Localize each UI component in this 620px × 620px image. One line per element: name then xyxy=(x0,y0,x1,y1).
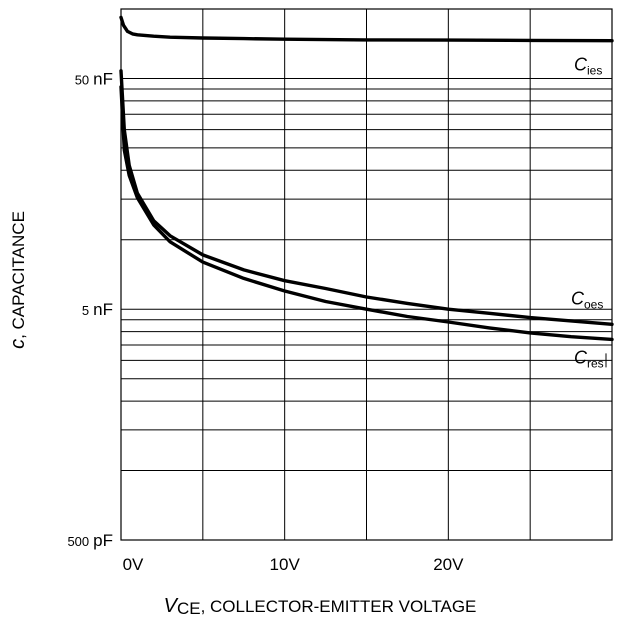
x-axis-text: , COLLECTOR-EMITTER VOLTAGE xyxy=(201,597,477,616)
y-tick-number: 5 xyxy=(82,303,89,318)
series-line-oes xyxy=(119,69,614,326)
series-label-symbol: C xyxy=(574,347,588,367)
series-label-subscript: oes xyxy=(584,297,603,311)
x-tick-label: 0V xyxy=(123,555,144,574)
series-label-symbol: C xyxy=(574,55,588,75)
series-line-ies xyxy=(119,15,614,43)
x-tick-label: 10V xyxy=(270,555,301,574)
series-label-symbol: C xyxy=(571,288,585,308)
series-label-oes: Coes xyxy=(571,288,603,311)
y-tick-label: 50 nF xyxy=(75,69,113,88)
curves xyxy=(119,15,614,342)
x-axis-symbol: V xyxy=(164,595,179,617)
y-axis-title: c, CAPACITANCE xyxy=(7,211,29,349)
y-tick-number: 500 xyxy=(67,534,89,549)
series-label-res: Cres xyxy=(574,347,604,370)
y-tick-label: 500 pF xyxy=(67,531,113,550)
y-axis-symbol: c xyxy=(7,339,29,349)
y-tick-number: 50 xyxy=(75,72,89,87)
series-line-res xyxy=(119,85,614,342)
y-axis-text: , CAPACITANCE xyxy=(9,211,28,339)
grid xyxy=(120,8,613,541)
series-label-ies: Cies xyxy=(574,55,602,78)
x-axis-subscript: CE xyxy=(177,599,201,618)
y-tick-unit: nF xyxy=(93,69,113,88)
y-tick-unit: pF xyxy=(93,531,113,550)
x-axis-title: VCE, COLLECTOR-EMITTER VOLTAGE xyxy=(164,595,477,618)
x-tick-label: 20V xyxy=(433,555,464,574)
y-tick-unit: nF xyxy=(93,300,113,319)
tick-labels: 500 pF 5 nF 50 nF 0V 10V 20V xyxy=(67,69,464,574)
series-label-subscript: ies xyxy=(587,64,602,78)
y-tick-label: 5 nF xyxy=(82,300,113,319)
series-label-subscript: res xyxy=(587,356,604,370)
